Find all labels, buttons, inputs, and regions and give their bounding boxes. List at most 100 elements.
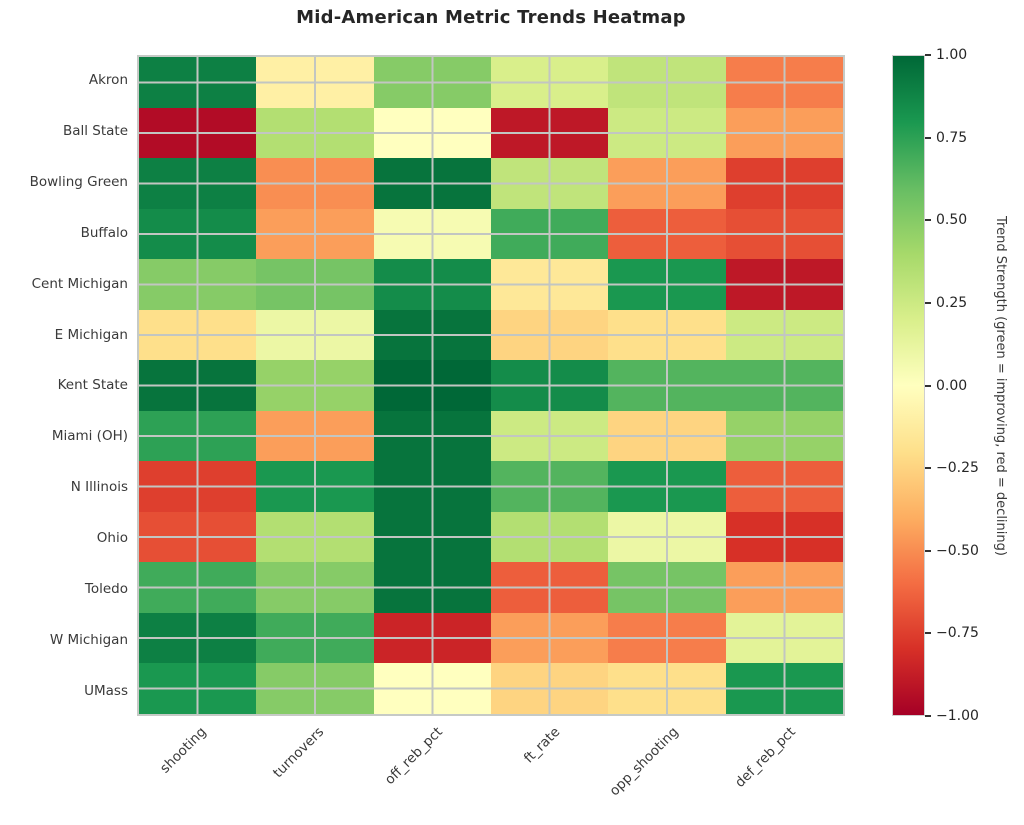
heatmap-cell <box>491 410 609 462</box>
heatmap-cell <box>491 562 609 613</box>
heatmap-cell <box>139 208 257 260</box>
heatmap-cell <box>608 511 726 563</box>
colorbar-tick-mark <box>925 384 931 387</box>
heatmap-cell <box>725 511 843 563</box>
heatmap-cell <box>256 461 374 512</box>
y-tick-label: UMass <box>84 682 128 699</box>
heatmap-cell <box>373 309 491 361</box>
heatmap-cell <box>491 461 609 512</box>
x-tick-label: shooting <box>156 724 210 777</box>
heatmap-cell <box>256 663 374 714</box>
heatmap-cell <box>139 57 257 108</box>
x-tick-label: ft_rate <box>520 724 564 767</box>
colorbar-tick-label: 0.00 <box>936 377 968 394</box>
heatmap-cell <box>725 410 843 462</box>
colorbar-tick-mark <box>925 219 931 222</box>
y-tick-label: Toledo <box>84 580 128 597</box>
heatmap-cell <box>608 410 726 462</box>
heatmap-cell <box>256 511 374 563</box>
heatmap-cell <box>608 107 726 159</box>
heatmap-cell <box>491 309 609 361</box>
heatmap-cell <box>373 57 491 108</box>
heatmap-cell <box>256 158 374 209</box>
heatmap-cell <box>373 663 491 714</box>
colorbar-tick-label: −0.75 <box>936 625 979 642</box>
heatmap-cell <box>373 360 491 411</box>
heatmap-cell <box>491 612 609 664</box>
heatmap-cell <box>139 158 257 209</box>
heatmap-cell <box>725 259 843 310</box>
heatmap-cell <box>373 107 491 159</box>
heatmap-cell <box>373 562 491 613</box>
colorbar-label: Trend Strength (green = improving, red =… <box>993 215 1008 556</box>
heatmap-cell <box>491 259 609 310</box>
x-tick-label: turnovers <box>270 724 328 782</box>
y-tick-label: Miami (OH) <box>51 428 128 445</box>
heatmap-cell <box>608 562 726 613</box>
y-tick-label: Ball State <box>62 123 128 140</box>
heatmap-cell <box>373 158 491 209</box>
heatmap-cell <box>373 511 491 563</box>
heatmap-cell <box>491 511 609 563</box>
heatmap-cell <box>139 259 257 310</box>
colorbar-tick-mark <box>925 467 931 470</box>
y-tick-label: Buffalo <box>80 224 128 241</box>
heatmap-cell <box>608 360 726 411</box>
heatmap-cell <box>608 663 726 714</box>
y-tick-label: W Michigan <box>49 631 128 648</box>
heatmap-grid <box>137 55 845 716</box>
heatmap-cell <box>491 57 609 108</box>
heatmap-cell <box>139 461 257 512</box>
heatmap-cell <box>491 663 609 714</box>
y-tick-label: Kent State <box>57 377 128 394</box>
colorbar-tick-mark <box>925 715 931 717</box>
colorbar <box>892 55 925 716</box>
heatmap-cell <box>256 360 374 411</box>
heatmap-cell <box>491 360 609 411</box>
heatmap-cell <box>139 612 257 664</box>
colorbar-tick-mark <box>925 301 931 304</box>
heatmap-cell <box>725 360 843 411</box>
y-tick-label: Akron <box>88 72 128 89</box>
heatmap-cell <box>139 663 257 714</box>
heatmap-cell <box>256 208 374 260</box>
colorbar-tick-label: 1.00 <box>936 47 968 63</box>
heatmap-cell <box>725 663 843 714</box>
y-tick-label: Cent Michigan <box>31 275 128 292</box>
heatmap-cell <box>725 612 843 664</box>
heatmap-cell <box>139 562 257 613</box>
heatmap-cell <box>491 158 609 209</box>
y-tick-label: Ohio <box>96 530 128 547</box>
heatmap-cell <box>256 309 374 361</box>
y-tick-label: Bowling Green <box>29 174 128 191</box>
heatmap-cell <box>608 612 726 664</box>
heatmap-cell <box>725 461 843 512</box>
colorbar-tick-label: 0.50 <box>936 212 968 229</box>
heatmap-cell <box>608 309 726 361</box>
heatmap-cell <box>256 57 374 108</box>
heatmap-cell <box>139 107 257 159</box>
heatmap-cell <box>725 309 843 361</box>
heatmap-cell <box>608 208 726 260</box>
colorbar-tick-mark <box>925 54 931 56</box>
colorbar-tick-label: 0.25 <box>936 294 968 311</box>
colorbar-tick-label: −0.25 <box>936 460 979 477</box>
heatmap-cell <box>139 360 257 411</box>
heatmap-cell <box>373 612 491 664</box>
heatmap-cell <box>725 562 843 613</box>
heatmap-cell <box>256 107 374 159</box>
colorbar-tick-label: −1.00 <box>936 708 979 724</box>
heatmap-cell <box>608 259 726 310</box>
x-tick-label: off_reb_pct <box>381 724 446 788</box>
heatmap-cell <box>373 259 491 310</box>
colorbar-tick-label: −0.50 <box>936 542 979 559</box>
heatmap-cell <box>491 107 609 159</box>
heatmap-cell <box>373 208 491 260</box>
colorbar-tick-label: 0.75 <box>936 129 968 146</box>
heatmap-cell <box>725 158 843 209</box>
heatmap-cell <box>256 410 374 462</box>
heatmap-cell <box>256 562 374 613</box>
heatmap-cell <box>491 208 609 260</box>
chart-title: Mid-American Metric Trends Heatmap <box>296 7 686 28</box>
